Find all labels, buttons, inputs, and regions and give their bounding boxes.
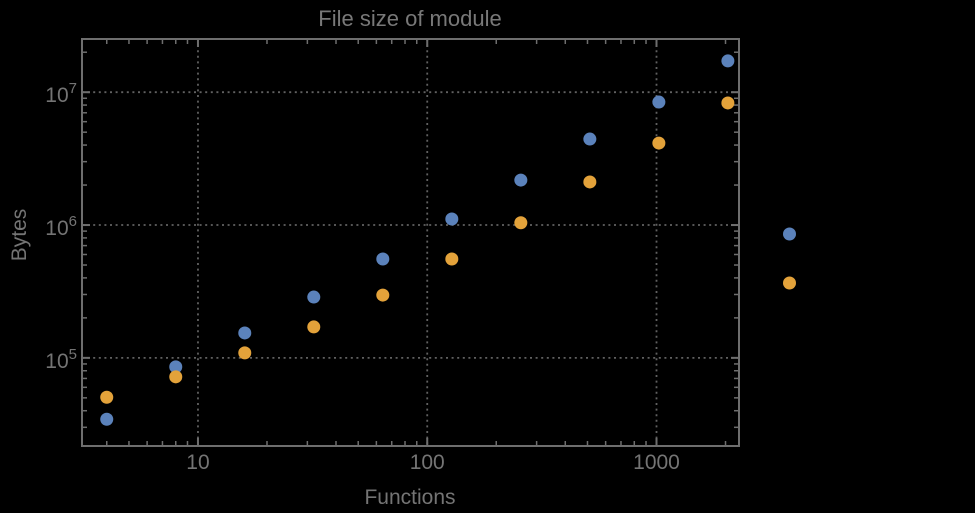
data-point-series-orange <box>652 136 666 150</box>
chart-title: File size of module <box>318 6 502 31</box>
data-point-series-orange <box>376 288 390 302</box>
x-tick-label: 1000 <box>633 451 680 474</box>
data-point-series-orange <box>238 346 252 360</box>
plot-frame <box>81 38 740 447</box>
legend-marker-series-blue <box>783 227 796 241</box>
data-point-series-blue <box>514 173 528 187</box>
data-point-series-blue <box>721 54 735 68</box>
y-tick-label: 107 <box>45 80 77 107</box>
data-point-series-blue <box>445 212 459 226</box>
legend-marker-series-orange <box>783 276 796 290</box>
data-point-series-blue <box>307 290 321 304</box>
x-tick-label: 100 <box>410 451 445 474</box>
y-tick-label: 106 <box>45 213 77 240</box>
data-point-series-blue <box>652 95 666 109</box>
y-axis-title: Bytes <box>8 208 31 262</box>
data-point-series-orange <box>445 252 459 266</box>
data-point-series-blue <box>238 326 252 340</box>
data-point-series-blue <box>583 132 597 146</box>
data-point-series-blue <box>376 252 390 266</box>
data-point-series-orange <box>721 96 735 110</box>
data-point-series-orange <box>583 175 597 189</box>
data-point-series-orange <box>169 370 183 384</box>
data-point-series-orange <box>307 320 321 334</box>
data-point-series-orange <box>100 390 114 404</box>
x-tick-label: 10 <box>186 451 209 474</box>
x-axis-title: Functions <box>364 486 456 509</box>
data-point-series-blue <box>169 360 183 374</box>
data-point-series-orange <box>514 216 528 230</box>
data-point-series-blue <box>100 412 114 426</box>
y-tick-label: 105 <box>45 346 77 373</box>
